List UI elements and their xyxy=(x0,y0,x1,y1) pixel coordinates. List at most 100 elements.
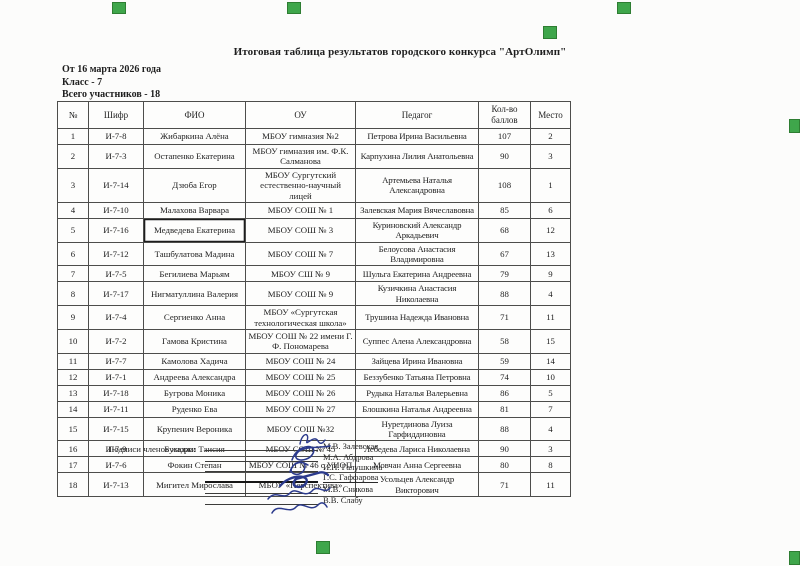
table-cell: МБОУ СОШ № 24 xyxy=(245,352,356,370)
results-table: № Шифр ФИО ОУ Педагог Кол-во баллов Место 1 И-7… xyxy=(57,101,571,498)
table-cell: 8 xyxy=(57,281,89,307)
table-cell: Суппес Алена Александровна xyxy=(355,328,479,354)
table-cell: Белоусова Анастасия Владимировна xyxy=(355,241,479,267)
table-cell: Гамова Кристина xyxy=(143,328,246,354)
signature-line xyxy=(205,441,318,451)
table-cell: Нигматуллина Валерия xyxy=(143,281,246,307)
table-cell: 90 xyxy=(478,440,531,458)
table-cell: И-7-14 xyxy=(88,167,144,203)
table-cell: МБОУ СШ № 9 xyxy=(245,265,356,283)
table-cell: 10 xyxy=(530,368,571,386)
jury-list: М.В. Залевская М.А. Абдрова И.П. Галушкина… xyxy=(205,440,382,505)
table-cell: 10 xyxy=(57,328,89,354)
table-cell: Дзюба Егор xyxy=(143,167,246,203)
header-cell: Шифр xyxy=(88,101,144,129)
table-cell: 13 xyxy=(530,241,571,267)
table-cell: 5 xyxy=(530,384,571,402)
table-cell: 4 xyxy=(57,201,89,219)
table-cell: 2 xyxy=(57,144,89,169)
table-cell: И-7-6 xyxy=(88,456,144,474)
table-cell: 85 xyxy=(478,201,531,219)
signature-scribble xyxy=(299,433,326,445)
jury-member-name: Г.С. Гаффарова xyxy=(323,472,379,484)
signature-line xyxy=(205,452,318,462)
table-cell: 12 xyxy=(57,368,89,386)
green-marker xyxy=(789,119,800,133)
jury-member-name: М.В. Залевская xyxy=(323,440,379,451)
header-cell: ОУ xyxy=(245,101,356,129)
header-cell: Педагог xyxy=(355,101,479,129)
table-cell: Зайцева Ирина Ивановна xyxy=(355,352,479,370)
table-cell: 107 xyxy=(478,128,531,145)
document-title: Итоговая таблица результатов городского … xyxy=(233,46,567,58)
table-row: 15 И-7-15 Крупенич Вероника МБОУ СОШ №32 Нур… xyxy=(57,416,571,442)
signature-line xyxy=(205,484,318,494)
table-row: 7 И-7-5 Бегилиева Марьям МБОУ СШ № 9 Шульга … xyxy=(57,265,571,283)
table-row: 3 И-7-14 Дзюба Егор МБОУ Сургутский естеств… xyxy=(57,167,571,203)
table-cell: 14 xyxy=(530,352,571,370)
table-cell: Шульга Екатерина Андреевна xyxy=(355,265,479,283)
table-row: 5 И-7-16 Медведева Екатерина МБОУ СОШ № 3 Ку… xyxy=(57,217,571,243)
table-cell: 15 xyxy=(57,416,89,442)
table-cell: 8 xyxy=(530,456,571,474)
table-cell: 6 xyxy=(530,201,571,219)
table-row: 4 И-7-10 Малахова Варвара МБОУ СОШ № 1 Залев… xyxy=(57,201,571,219)
header-cell: Кол-во баллов xyxy=(478,101,531,129)
table-cell: И-7-1 xyxy=(88,368,144,386)
table-cell: 2 xyxy=(530,128,571,145)
table-cell: 9 xyxy=(530,265,571,283)
table-cell: 86 xyxy=(478,384,531,402)
table-cell: И-7-2 xyxy=(88,328,144,354)
header-cell: Место xyxy=(530,101,571,129)
table-cell: МБОУ СОШ № 1 xyxy=(245,201,356,219)
table-cell: МБОУ СОШ № 9 xyxy=(245,281,356,307)
green-marker xyxy=(112,2,126,14)
table-cell: Сергиенко Анна xyxy=(143,305,246,330)
table-cell: Куриновский Александр Аркадьевич xyxy=(355,217,479,243)
table-cell: 4 xyxy=(530,416,571,442)
table-cell: И-7-18 xyxy=(88,384,144,402)
class-line: Класс - 7 xyxy=(62,76,103,88)
table-cell: Рудыка Наталья Валерьевна xyxy=(355,384,479,402)
table-cell: Артемьева Наталья Александровна xyxy=(355,167,479,203)
table-cell: Андреева Александра xyxy=(143,368,246,386)
signature-scribble xyxy=(278,471,330,489)
table-row: 1 И-7-8 Жибаркина Алёна МБОУ гимназия №2 Пет… xyxy=(57,128,571,145)
table-cell: 79 xyxy=(478,265,531,283)
green-marker xyxy=(617,2,631,14)
table-row: 6 И-7-12 Ташбулатова Мадина МБОУ СОШ № 7 Бел… xyxy=(57,241,571,267)
table-cell: 3 xyxy=(57,167,89,203)
table-cell: 68 xyxy=(478,217,531,243)
table-cell: Бегилиева Марьям xyxy=(143,265,246,283)
table-cell: 9 xyxy=(57,305,89,330)
table-cell: Малахова Варвара xyxy=(143,201,246,219)
jury-row: В.В. Слабу xyxy=(205,494,382,505)
table-cell: И-7-16 xyxy=(88,217,144,243)
green-marker xyxy=(543,26,557,39)
table-cell: МБОУ СОШ № 22 имени Г. Ф. Пономарева xyxy=(245,328,356,354)
table-cell: МБОУ СОШ № 7 xyxy=(245,241,356,267)
jury-member-name: И.П. Галушкина xyxy=(323,462,383,473)
jury-signatures xyxy=(267,433,331,514)
participants-line: Всего участников - 18 xyxy=(62,89,161,100)
table-cell: 59 xyxy=(478,352,531,370)
table-cell: 13 xyxy=(57,384,89,402)
signature-line xyxy=(205,462,318,473)
table-cell: Усольцев Александр Викторович xyxy=(355,472,479,498)
jury-row: М.В. Залевская xyxy=(205,440,382,451)
table-cell: И-7-17 xyxy=(88,281,144,307)
table-cell: Петрова Ирина Васильевна xyxy=(355,128,479,145)
table-cell: 71 xyxy=(478,305,531,330)
green-marker xyxy=(287,2,301,14)
table-cell: И-7-7 xyxy=(88,352,144,370)
table-cell: И-7-13 xyxy=(88,472,144,498)
jury-row: М.А. Абдрова xyxy=(205,451,382,462)
table-cell: Блошкина Наталья Андреевна xyxy=(355,400,479,418)
table-cell: 81 xyxy=(478,400,531,418)
signature-scribble xyxy=(267,487,331,500)
signature-line xyxy=(205,495,318,505)
table-cell: 4 xyxy=(530,281,571,307)
table-cell: 14 xyxy=(57,400,89,418)
